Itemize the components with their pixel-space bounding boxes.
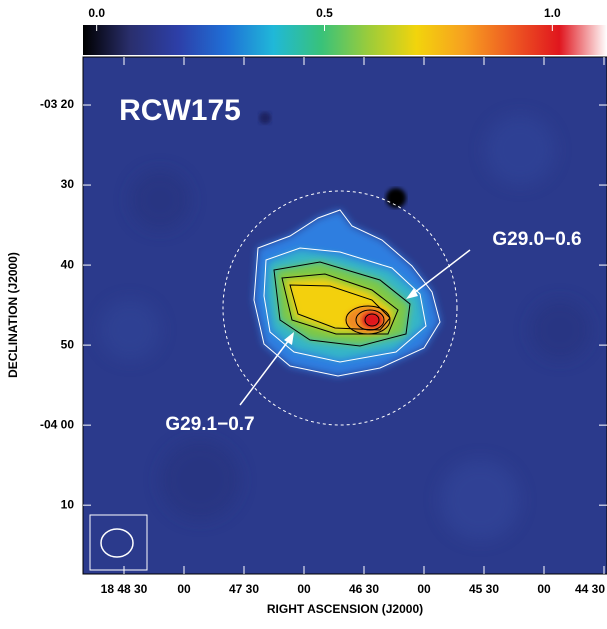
frame [82,56,607,575]
x-tick-label: 18 48 30 [101,582,148,596]
y-tick-label: 10 [61,497,75,511]
x-tick-label: 47 30 [229,582,259,596]
colorbar-tick-label: 0.0 [88,6,105,20]
y-tick-label: -04 00 [40,417,74,431]
colorbar-tick-label: 1.0 [544,6,561,20]
annotation: G29.0−0.6 [492,229,581,250]
x-tick-label: 46 30 [349,582,379,596]
x-tick-label: 45 30 [469,582,499,596]
colorbar-tick-label: 0.5 [316,6,333,20]
y-tick-label: -03 20 [40,97,74,111]
y-tick-label: 30 [61,177,75,191]
y-axis-label: DECLINATION (J2000) [6,252,20,378]
x-tick-label: 00 [537,582,551,596]
title: RCW175 [119,94,241,127]
x-tick-label: 00 [177,582,191,596]
y-tick-label: 50 [61,337,75,351]
annotation: G29.1−0.7 [165,414,254,435]
sky-image [83,57,607,574]
colorbar [83,25,607,55]
x-axis-label: RIGHT ASCENSION (J2000) [267,602,423,616]
x-tick-label: 00 [417,582,431,596]
x-tick-label: 00 [297,582,311,596]
x-tick-label: 44 30 [575,582,605,596]
y-tick-label: 40 [61,257,75,271]
